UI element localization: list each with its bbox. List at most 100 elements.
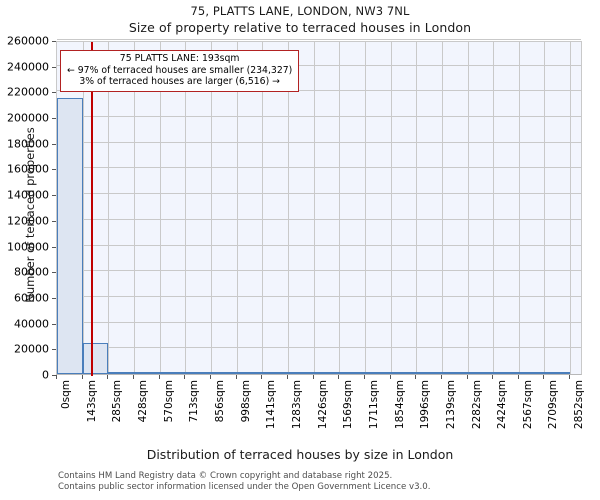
y-axis-tick-mark	[52, 323, 56, 325]
y-axis-label: Number of terraced properties	[23, 127, 37, 303]
x-axis-tick-label: 1711sqm	[367, 380, 380, 430]
y-axis-tick-label: 180000	[7, 137, 49, 151]
x-axis-label: Distribution of terraced houses by size …	[146, 447, 454, 462]
x-axis-tick-label: 2139sqm	[444, 380, 457, 430]
y-axis-tick-label: 0	[42, 368, 49, 382]
y-axis-tick-label: 240000	[7, 60, 49, 74]
plot-area	[56, 39, 582, 376]
x-axis-tick-label: 2852sqm	[573, 380, 586, 430]
gridline-horizontal	[57, 39, 581, 40]
histogram-bar	[544, 372, 571, 374]
footer-line-1: Contains HM Land Registry data © Crown c…	[58, 471, 393, 481]
histogram-bar	[313, 372, 340, 374]
gridline-vertical	[441, 42, 443, 374]
x-axis-tick-label: 1283sqm	[290, 380, 303, 430]
histogram-bar	[467, 372, 494, 374]
y-axis-tick-label: 220000	[7, 85, 49, 99]
x-axis-tick-label: 2424sqm	[496, 380, 509, 430]
histogram-bar	[441, 372, 468, 374]
x-axis-tick-label: 2282sqm	[470, 380, 483, 430]
gridline-vertical	[108, 42, 110, 374]
y-axis-tick-mark	[52, 66, 56, 68]
x-axis-tick-mark	[56, 375, 57, 379]
x-axis-tick-label: 0sqm	[60, 380, 72, 410]
x-axis-tick-mark	[466, 375, 468, 379]
histogram-bar	[82, 342, 109, 374]
y-axis-tick-label: 120000	[7, 214, 49, 228]
gridline-horizontal	[57, 64, 581, 66]
y-axis-tick-mark	[52, 169, 56, 171]
annotation-line-2: ← 97% of terraced houses are smaller (23…	[67, 64, 293, 76]
y-axis-tick-mark	[52, 143, 56, 145]
gridline-vertical	[416, 42, 418, 374]
histogram-bar	[518, 372, 545, 374]
histogram-bar	[339, 372, 365, 374]
histogram-bar	[108, 372, 134, 374]
x-axis-tick-mark	[312, 375, 314, 379]
histogram-bar	[262, 372, 288, 374]
x-axis-tick-mark	[261, 375, 263, 379]
gridline-horizontal	[57, 116, 581, 118]
gridline-vertical	[262, 42, 264, 374]
annotation-line-1: 75 PLATTS LANE: 193sqm	[119, 53, 240, 64]
y-axis-tick-mark	[52, 220, 56, 222]
histogram-bar	[493, 372, 519, 374]
x-axis-tick-label: 2709sqm	[547, 380, 560, 430]
y-axis-tick-label: 100000	[7, 240, 49, 254]
y-axis-tick-label: 40000	[14, 317, 49, 331]
gridline-horizontal	[57, 167, 581, 169]
x-axis-tick-label: 285sqm	[111, 380, 124, 423]
x-axis-tick-label: 1854sqm	[393, 380, 406, 430]
y-axis-tick-mark	[52, 246, 56, 248]
x-axis-tick-mark	[133, 375, 135, 379]
x-axis-tick-mark	[440, 375, 442, 379]
gridline-vertical	[159, 42, 161, 374]
y-axis-tick-label: 260000	[7, 34, 49, 48]
x-axis-tick-mark	[543, 375, 545, 379]
x-axis-tick-mark	[363, 375, 365, 379]
gridline-vertical	[313, 42, 315, 374]
x-axis-tick-mark	[569, 375, 571, 379]
gridline-vertical	[82, 42, 84, 374]
x-axis-tick-mark	[81, 375, 83, 379]
x-axis-tick-label: 428sqm	[137, 380, 150, 423]
gridline-horizontal	[57, 141, 581, 143]
histogram-bar	[390, 372, 417, 374]
y-axis-tick-mark	[52, 272, 56, 274]
gridline-vertical	[211, 42, 213, 374]
x-axis-tick-mark	[286, 375, 288, 379]
y-axis-tick-label: 200000	[7, 111, 49, 125]
x-axis-tick-mark	[415, 375, 417, 379]
gridline-horizontal	[57, 193, 581, 195]
x-axis-tick-mark	[210, 375, 212, 379]
gridline-vertical	[236, 42, 238, 374]
gridline-vertical	[544, 42, 546, 374]
gridline-horizontal	[57, 347, 581, 349]
y-axis-tick-label: 60000	[14, 291, 49, 305]
y-axis-tick-label: 20000	[14, 342, 49, 356]
gridline-vertical	[287, 42, 289, 374]
gridline-horizontal	[57, 295, 581, 297]
x-axis-tick-mark	[235, 375, 237, 379]
attribution-footer: Contains HM Land Registry data © Crown c…	[58, 471, 430, 492]
y-axis-tick-mark	[52, 375, 56, 376]
gridline-vertical	[339, 42, 341, 374]
histogram-bar	[236, 372, 263, 374]
x-axis-tick-label: 998sqm	[239, 380, 252, 423]
x-axis-tick-label: 1141sqm	[265, 380, 278, 430]
gridline-vertical	[493, 42, 495, 374]
footer-line-2: Contains public sector information licen…	[58, 481, 431, 492]
x-axis-tick-mark	[184, 375, 186, 379]
gridline-horizontal	[57, 244, 581, 246]
y-axis-tick-mark	[52, 349, 56, 351]
histogram-bar	[416, 372, 442, 374]
y-axis-tick-mark	[52, 195, 56, 197]
x-axis-tick-mark	[492, 375, 494, 379]
y-axis-tick-mark	[52, 297, 56, 299]
x-axis-tick-label: 856sqm	[214, 380, 227, 423]
x-axis-tick-mark	[338, 375, 340, 379]
x-axis-tick-mark	[158, 375, 160, 379]
y-axis-tick-mark	[52, 118, 56, 120]
chart-subtitle: Size of property relative to terraced ho…	[128, 20, 472, 35]
